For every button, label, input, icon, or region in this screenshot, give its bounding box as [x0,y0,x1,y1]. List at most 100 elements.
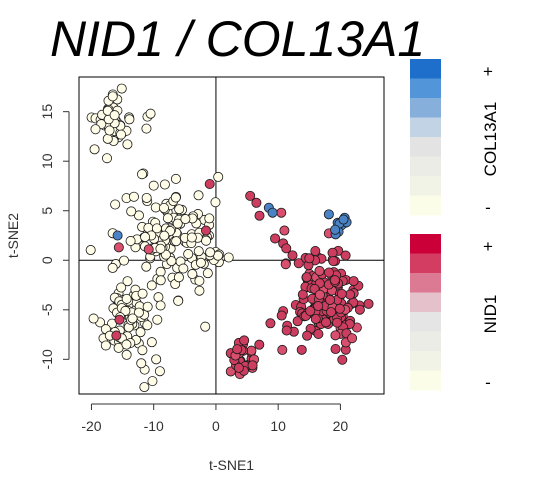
data-point [214,172,223,181]
data-point [179,264,188,273]
data-point [277,208,286,217]
data-point [112,331,121,340]
data-point [108,92,117,101]
legend-swatch [410,293,441,313]
legend-low-label: - [485,198,491,217]
data-point [205,214,214,223]
legend-gene-label: COL13A1 [481,102,500,177]
data-point [116,130,125,139]
data-point [278,345,287,354]
data-point [142,193,151,202]
data-point [364,299,373,308]
data-point [247,346,256,355]
data-point [103,134,112,143]
data-point [122,350,131,359]
data-point [147,281,156,290]
data-point [160,180,169,189]
data-point [338,355,347,364]
data-point [160,231,169,240]
data-point [156,244,165,253]
data-point [314,301,323,310]
data-point [126,236,135,245]
data-point [137,170,146,179]
y-tick-label: -10 [39,349,55,369]
legend-low-label: - [485,373,491,392]
data-point [335,304,344,313]
legend-swatch [410,196,441,216]
data-point [174,273,183,282]
data-point [195,286,204,295]
data-point [355,305,364,314]
data-point [333,318,342,327]
data-point [233,345,242,354]
data-point [117,283,126,292]
data-point [187,233,196,242]
data-point [154,293,163,302]
y-tick-label: 5 [39,207,55,215]
data-point [149,181,158,190]
data-point [151,203,160,212]
data-point [108,263,117,272]
data-point [156,267,165,276]
data-point [315,290,324,299]
data-point [277,311,286,320]
y-tick-label: -5 [39,303,55,316]
data-point [125,115,134,124]
data-point [128,314,137,323]
legend-swatch [410,98,441,118]
y-axis-label: t-SNE2 [5,213,21,258]
data-point [326,307,335,316]
data-point [171,193,180,202]
data-point [142,124,151,133]
data-point [311,314,320,323]
data-point [252,198,261,207]
data-point [188,269,197,278]
data-point [329,257,338,266]
data-point [175,205,184,214]
data-point [196,258,205,267]
data-point [105,126,114,135]
data-point [140,232,149,241]
data-point [122,294,131,303]
data-point [136,328,145,337]
data-point [202,236,211,245]
legend-swatch [410,371,441,391]
legend-high-label: + [483,62,493,81]
data-point [138,289,147,298]
data-point [314,329,323,338]
data-point [146,109,155,118]
data-point [201,322,210,331]
data-point [140,382,149,391]
data-point [331,331,340,340]
data-point [203,269,212,278]
data-point [155,367,164,376]
legend-swatch [410,332,441,352]
legend-swatch [410,312,441,332]
y-tick-label: 15 [39,104,55,120]
x-tick-label: 10 [270,418,286,434]
data-point [305,254,314,263]
legend-swatch [410,176,441,196]
data-point [144,245,153,254]
data-point [206,248,215,257]
data-point [331,225,340,234]
data-point [138,346,147,355]
data-point [184,249,193,258]
data-point [89,314,98,323]
x-tick-label: -20 [81,418,101,434]
data-point [288,251,297,260]
data-point [86,245,95,254]
legend-swatch [410,59,441,79]
legends: + - COL13A1 + - NID1 [410,59,500,392]
data-point [194,247,203,256]
data-point [248,361,257,370]
data-point [101,341,110,350]
data-point [302,331,311,340]
data-point [268,208,277,217]
data-point [205,179,214,188]
data-point [224,253,233,262]
legend-swatch [410,234,441,254]
data-point [181,214,190,223]
data-point [315,266,324,275]
